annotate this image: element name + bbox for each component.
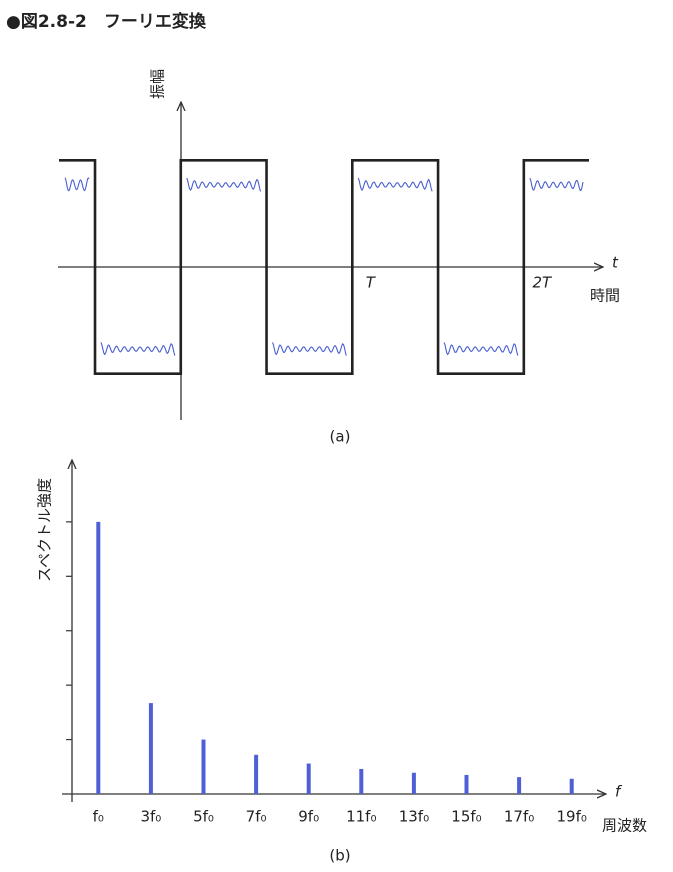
x-axis-label-2: 周波数 <box>602 817 647 835</box>
bar <box>201 739 206 794</box>
y-axis-label: 振幅 <box>149 69 167 99</box>
x-tick-label: T <box>366 274 377 292</box>
bar <box>148 703 153 794</box>
x-tick-label: 5f₀ <box>193 808 214 826</box>
ringing <box>64 177 90 192</box>
x-tick-label: 7f₀ <box>246 808 267 826</box>
x-axis-label: f <box>615 783 623 801</box>
square-wave <box>59 159 589 375</box>
x-tick-label: 13f₀ <box>399 808 429 826</box>
x-axis-label-2: 時間 <box>590 287 620 305</box>
x-tick-label: 2T <box>532 274 553 292</box>
x-tick-label: 11f₀ <box>346 808 376 826</box>
bar <box>517 777 522 794</box>
x-axis-label: t <box>612 254 619 272</box>
ringing <box>357 177 433 192</box>
x-tick-label: 19f₀ <box>557 808 587 826</box>
ringing <box>271 342 347 356</box>
figure-title: ●図2.8-2 フーリエ変換 <box>6 11 207 32</box>
x-tick-label: 3f₀ <box>140 808 161 826</box>
bar <box>96 521 101 794</box>
y-axis-label: スペクトル強度 <box>36 478 54 582</box>
bar <box>359 768 364 794</box>
x-tick-label: f₀ <box>93 808 104 826</box>
bar <box>254 754 259 794</box>
bar <box>464 774 469 794</box>
x-tick-label: 15f₀ <box>451 808 481 826</box>
caption: (a) <box>330 428 351 446</box>
x-tick-label: 9f₀ <box>298 808 319 826</box>
ringing <box>443 342 519 356</box>
bar <box>569 778 574 794</box>
bar <box>306 763 311 794</box>
ringing <box>529 177 584 192</box>
ringing <box>100 342 176 356</box>
bar <box>411 772 416 794</box>
x-tick-label: 17f₀ <box>504 808 534 826</box>
ringing <box>186 177 262 192</box>
caption: (b) <box>329 847 350 865</box>
